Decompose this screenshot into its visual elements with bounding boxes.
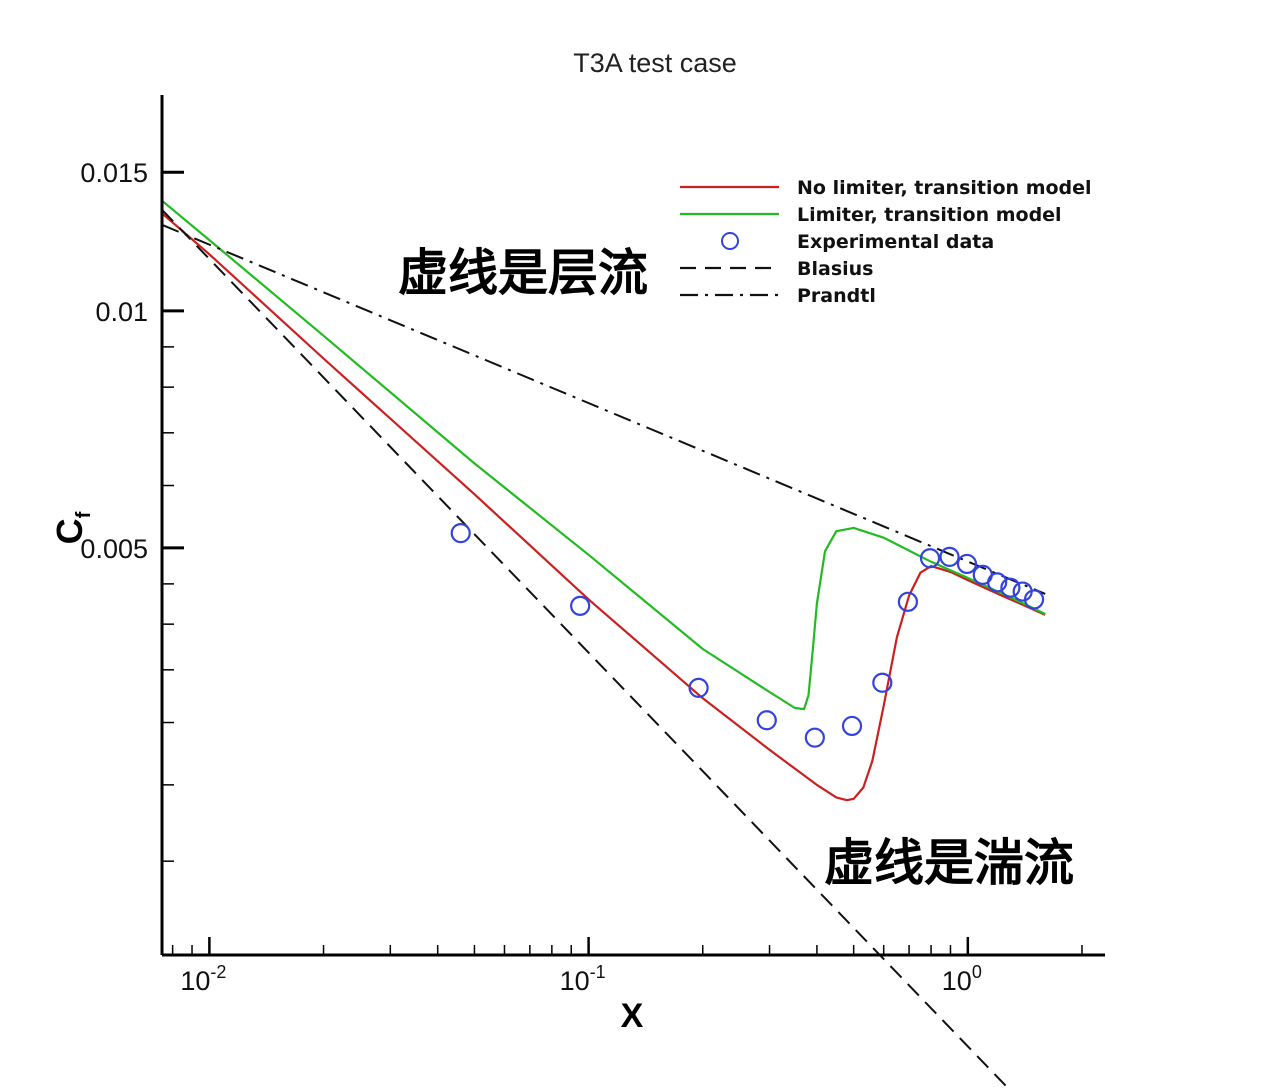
annotation-laminar: 虚线是层流 [398, 243, 648, 302]
y-tick-label: 0.015 [80, 158, 148, 188]
legend-label-prandtl: Prandtl [797, 285, 876, 307]
data-point-experimental-data [919, 548, 941, 569]
data-point-experimental-data [956, 553, 978, 575]
data-point-experimental-data [804, 727, 825, 748]
axis-ticks [162, 170, 1083, 955]
annotation-laminar-bg [396, 243, 678, 299]
x-tick-label: 100 [942, 962, 982, 996]
y-axis-label: Cf [49, 511, 95, 544]
series-layer [161, 199, 1046, 1091]
markers-layer [450, 523, 1045, 748]
series-line-prandtl [161, 223, 1046, 595]
y-tick-label: 0.01 [95, 297, 148, 327]
series-line-limiter-transition-model [161, 199, 1046, 711]
data-point-experimental-data [1000, 577, 1021, 598]
legend-label-blasius: Blasius [797, 258, 873, 280]
data-point-experimental-data [688, 677, 709, 698]
data-point-experimental-data [987, 572, 1008, 593]
data-point-experimental-data [1023, 589, 1045, 610]
data-point-experimental-data [872, 672, 893, 693]
annotation-turbulent: 虚线是湍流 [824, 833, 1074, 892]
legend-label-limiter-transition-model: Limiter, transition model [797, 204, 1062, 226]
data-point-experimental-data [570, 595, 591, 616]
data-point-experimental-data [897, 591, 919, 612]
data-point-experimental-data [841, 715, 863, 737]
legend-label-no-limiter-transition-model: No limiter, transition model [797, 177, 1092, 199]
tick-labels: 10-2 10-1 100 0.005 0.01 0.015 [80, 158, 981, 996]
annotation-turbulent-bg [822, 832, 1106, 890]
legend: No limiter, transition model Limiter, tra… [680, 177, 1092, 307]
y-tick-label: 0.005 [80, 534, 148, 564]
x-tick-label: 10-1 [560, 962, 606, 996]
data-point-experimental-data [450, 523, 471, 544]
chart-title: T3A test case [573, 48, 737, 78]
data-point-experimental-data [756, 710, 777, 731]
y-axis-label-main: C [49, 518, 90, 544]
svg-text:Cf: Cf [49, 511, 95, 544]
legend-swatch-experimental-data [721, 232, 739, 250]
series-line-blasius [161, 209, 1013, 1091]
series-line-no-limiter-transition-model [161, 212, 1046, 802]
x-axis-label: X [621, 997, 644, 1035]
x-tick-label: 10-2 [180, 962, 226, 996]
data-point-experimental-data [939, 546, 960, 567]
legend-label-experimental-data: Experimental data [797, 231, 994, 253]
y-axis-label-sub: f [73, 511, 95, 518]
